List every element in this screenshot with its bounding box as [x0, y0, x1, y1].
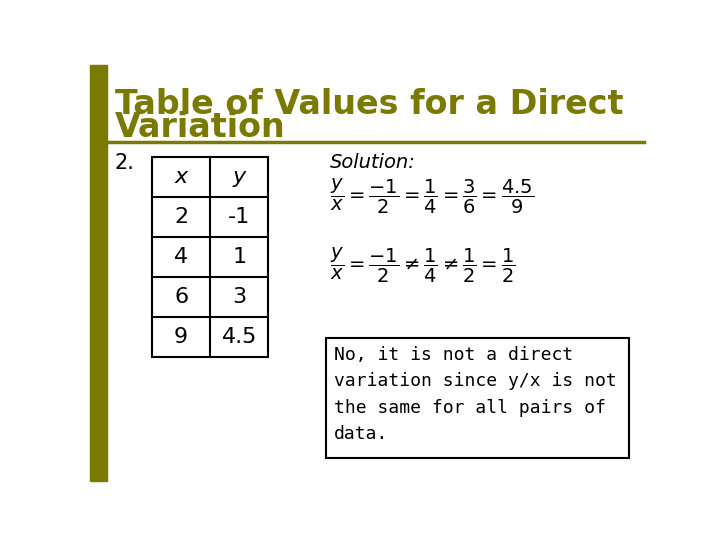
Text: 2: 2: [174, 207, 188, 227]
Text: 4: 4: [174, 247, 188, 267]
Text: y: y: [233, 167, 246, 187]
Bar: [152, 157, 269, 357]
Text: No, it is not a direct
variation since y/x is not
the same for all pairs of
data: No, it is not a direct variation since y…: [334, 346, 617, 443]
Bar: [326, 338, 629, 457]
Text: 4.5: 4.5: [222, 327, 257, 347]
Text: 9: 9: [174, 327, 188, 347]
Text: -1: -1: [228, 207, 251, 227]
Text: 2.: 2.: [114, 153, 135, 173]
Bar: [90, 65, 107, 481]
Text: 6: 6: [174, 287, 188, 307]
Text: Table of Values for a Direct: Table of Values for a Direct: [114, 88, 624, 121]
Text: 3: 3: [232, 287, 246, 307]
Text: 1: 1: [232, 247, 246, 267]
Text: $\dfrac{y}{x} = \dfrac{-1}{2} = \dfrac{1}{4} = \dfrac{3}{6} = \dfrac{4.5}{9}$: $\dfrac{y}{x} = \dfrac{-1}{2} = \dfrac{1…: [330, 177, 534, 215]
Text: $\dfrac{y}{x} = \dfrac{-1}{2} \neq \dfrac{1}{4} \neq \dfrac{1}{2} = \dfrac{1}{2}: $\dfrac{y}{x} = \dfrac{-1}{2} \neq \dfra…: [330, 246, 516, 285]
Text: Variation: Variation: [114, 111, 286, 144]
Text: x: x: [174, 167, 188, 187]
Text: Solution:: Solution:: [330, 153, 416, 172]
